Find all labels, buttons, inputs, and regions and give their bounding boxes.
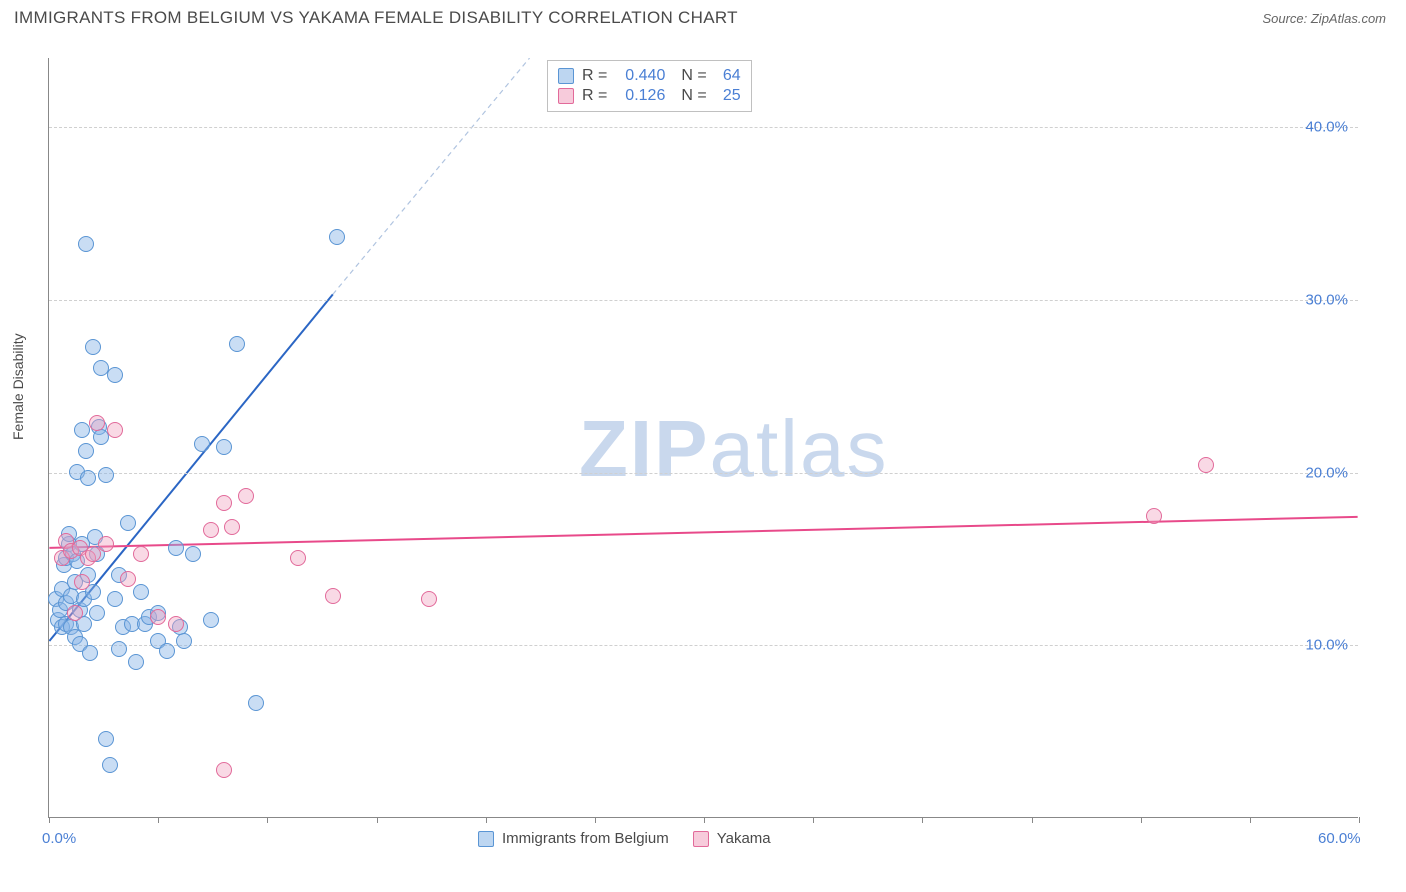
legend-swatch [558, 68, 574, 84]
x-tick-label: 0.0% [42, 830, 76, 847]
data-point [120, 571, 136, 587]
legend-label: Yakama [717, 830, 771, 847]
data-point [159, 643, 175, 659]
gridline-h [49, 473, 1358, 474]
data-point [329, 229, 345, 245]
x-tick [49, 817, 50, 823]
x-tick [922, 817, 923, 823]
data-point [89, 415, 105, 431]
data-point [74, 574, 90, 590]
data-point [1146, 508, 1162, 524]
gridline-h [49, 645, 1358, 646]
data-point [194, 436, 210, 452]
data-point [85, 339, 101, 355]
y-axis-label: Female Disability [10, 333, 26, 440]
y-tick-label: 10.0% [1305, 637, 1348, 654]
data-point [176, 633, 192, 649]
stat-r-value: 0.126 [615, 87, 665, 105]
data-point [111, 641, 127, 657]
data-point [78, 443, 94, 459]
stat-n-value: 64 [715, 67, 741, 85]
scatter-chart: ZIPatlas R = 0.440 N = 64 R = 0.126 N = 25 10.0… [48, 58, 1358, 818]
x-tick [704, 817, 705, 823]
y-tick-label: 40.0% [1305, 119, 1348, 136]
stat-r-value: 0.440 [615, 67, 665, 85]
legend-swatch [478, 831, 494, 847]
chart-header: IMMIGRANTS FROM BELGIUM VS YAKAMA FEMALE… [0, 0, 1406, 32]
stat-n-value: 25 [715, 87, 741, 105]
stat-row: R = 0.126 N = 25 [558, 87, 741, 105]
watermark: ZIPatlas [579, 403, 888, 495]
legend-swatch [558, 88, 574, 104]
x-tick [595, 817, 596, 823]
data-point [74, 422, 90, 438]
x-tick [377, 817, 378, 823]
data-point [107, 422, 123, 438]
stat-r-label: R = [582, 87, 607, 105]
data-point [203, 522, 219, 538]
data-point [120, 515, 136, 531]
watermark-bold: ZIP [579, 404, 709, 493]
stat-n-label: N = [681, 67, 706, 85]
data-point [1198, 457, 1214, 473]
y-tick-label: 30.0% [1305, 291, 1348, 308]
data-point [238, 488, 254, 504]
data-point [98, 731, 114, 747]
data-point [216, 762, 232, 778]
chart-title: IMMIGRANTS FROM BELGIUM VS YAKAMA FEMALE… [14, 8, 738, 28]
legend-swatch [693, 831, 709, 847]
data-point [133, 584, 149, 600]
x-tick-label: 60.0% [1318, 830, 1361, 847]
x-tick [1141, 817, 1142, 823]
data-point [216, 495, 232, 511]
data-point [168, 540, 184, 556]
data-point [133, 546, 149, 562]
data-point [421, 591, 437, 607]
data-point [98, 536, 114, 552]
data-point [224, 519, 240, 535]
data-point [185, 546, 201, 562]
data-point [150, 609, 166, 625]
data-point [325, 588, 341, 604]
data-point [67, 605, 83, 621]
data-point [102, 757, 118, 773]
data-point [82, 645, 98, 661]
data-point [168, 616, 184, 632]
x-tick [1359, 817, 1360, 823]
x-tick [486, 817, 487, 823]
x-tick [158, 817, 159, 823]
watermark-rest: atlas [709, 404, 888, 493]
data-point [80, 470, 96, 486]
data-point [229, 336, 245, 352]
data-point [107, 591, 123, 607]
legend-label: Immigrants from Belgium [502, 830, 669, 847]
data-point [78, 236, 94, 252]
legend-item: Yakama [693, 830, 771, 847]
stat-r-label: R = [582, 67, 607, 85]
data-point [216, 439, 232, 455]
bottom-legend: Immigrants from Belgium Yakama [478, 830, 771, 847]
stat-row: R = 0.440 N = 64 [558, 67, 741, 85]
stat-n-label: N = [681, 87, 706, 105]
x-tick [1250, 817, 1251, 823]
x-tick [1032, 817, 1033, 823]
data-point [98, 467, 114, 483]
data-point [107, 367, 123, 383]
data-point [248, 695, 264, 711]
data-point [290, 550, 306, 566]
correlation-stat-box: R = 0.440 N = 64 R = 0.126 N = 25 [547, 60, 752, 112]
chart-source: Source: ZipAtlas.com [1262, 11, 1386, 26]
y-tick-label: 20.0% [1305, 464, 1348, 481]
data-point [203, 612, 219, 628]
x-tick [813, 817, 814, 823]
legend-item: Immigrants from Belgium [478, 830, 669, 847]
data-point [85, 546, 101, 562]
data-point [128, 654, 144, 670]
gridline-h [49, 300, 1358, 301]
data-point [89, 605, 105, 621]
x-tick [267, 817, 268, 823]
trend-lines [49, 58, 1358, 817]
gridline-h [49, 127, 1358, 128]
